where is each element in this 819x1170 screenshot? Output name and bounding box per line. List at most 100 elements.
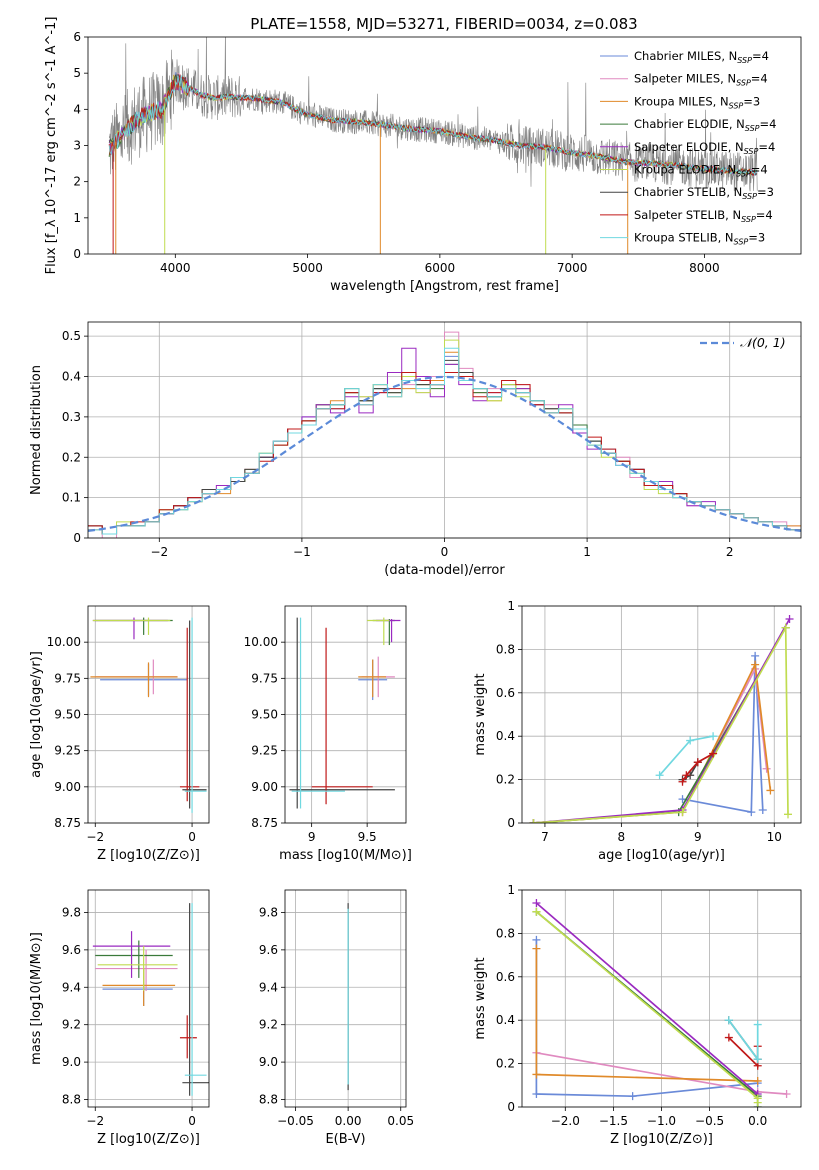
- axes-mass-vs-Z: −2 0 8.8 9.0 9.2 9.4 9.6 9.8 Z [log10(Z/Z⊙)] mass…: [29, 889, 210, 1147]
- legend-label-value: =3: [757, 185, 774, 199]
- plot-area: [90, 617, 207, 813]
- series-marker-ChabrierMILES: [532, 935, 541, 944]
- axes-frame: [284, 889, 407, 1108]
- y-tick-label: 6: [73, 30, 81, 44]
- series-marker-ChabrierMILES: [758, 805, 767, 814]
- y-tick-label: 0.6: [496, 686, 515, 700]
- legend-label-value: =4: [751, 72, 768, 86]
- y-tick-label: 10.00: [244, 635, 278, 649]
- series-marker-KroupaMILES: [753, 1076, 762, 1085]
- y-tick-label: 0.3: [62, 410, 81, 424]
- series-marker-KroupaMILES: [532, 1070, 541, 1079]
- series-marker-KroupaSTELIB: [686, 736, 695, 745]
- legend-label-text: Kroupa STELIB, N: [634, 231, 734, 245]
- y-axis-label: mass weight: [473, 957, 488, 1039]
- y-tick-label: 9.0: [62, 1055, 81, 1069]
- legend-label-text: Chabrier ELODIE, N: [634, 117, 745, 131]
- x-tick-label: 0.05: [387, 1114, 414, 1128]
- series-marker-KroupaELODIE: [781, 623, 790, 632]
- x-tick-label: −2: [150, 545, 168, 559]
- y-axis-label: Flux [f_λ 10^-17 erg cm^-2 s^-1 A^-1]: [44, 17, 59, 275]
- series-marker-KroupaELODIE: [753, 1098, 762, 1107]
- legend-label: Chabrier STELIB, NSSP=3: [634, 185, 774, 201]
- x-tick-label: −2.0: [551, 1114, 580, 1128]
- legend-label-text: Chabrier MILES, N: [634, 49, 737, 63]
- legend-label-text: Salpeter MILES, N: [634, 72, 736, 86]
- axes-spectrum: 4000 5000 6000 7000 8000 0 1 2 3 4 5 6 wavelength [A…: [44, 17, 802, 294]
- legend-label: Chabrier ELODIE, NSSP=4: [634, 117, 776, 133]
- series-marker-KroupaMILES: [751, 660, 760, 669]
- x-tick-label: −1: [293, 545, 311, 559]
- y-tick-label: 9.50: [54, 708, 81, 722]
- y-tick-label: 9.25: [251, 744, 278, 758]
- x-tick-label: 7000: [557, 261, 588, 275]
- series-marker-KroupaSTELIB: [709, 732, 718, 741]
- x-tick-label: 2: [726, 545, 734, 559]
- series-marker-SalpeterSTELIB: [682, 771, 691, 780]
- legend-label-sub: SSP: [742, 192, 757, 201]
- x-axis-label: Z [log10(Z/Z⊙)]: [97, 848, 200, 863]
- y-tick-label: 9.75: [251, 671, 278, 685]
- x-axis-label: wavelength [Angstrom, rest frame]: [330, 279, 559, 294]
- x-tick-label: 0.0: [748, 1114, 767, 1128]
- x-tick-label: 6000: [425, 261, 456, 275]
- y-tick-label: 8.8: [259, 1093, 278, 1107]
- y-tick-label: 0.8: [496, 926, 515, 940]
- legend-label-value: =3: [743, 94, 760, 108]
- y-tick-label: 5: [73, 66, 81, 80]
- series-marker-SalpeterELODIE: [532, 899, 541, 908]
- legend-label-value: =4: [758, 140, 775, 154]
- plot-area: [92, 903, 209, 1096]
- axes-age-vs-Z: −2 0 8.75 9.00 9.25 9.50 9.75 10.00 Z [log10(Z/Z…: [29, 605, 210, 863]
- figure-title: PLATE=1558, MJD=53271, FIBERID=0034, z=0…: [250, 15, 637, 33]
- axes-frame: [87, 605, 210, 824]
- series-marker-SalpeterSTELIB: [678, 777, 687, 786]
- axes-frame: [87, 36, 802, 255]
- x-tick-label: 8: [618, 830, 626, 844]
- legend-label-sub: SSP: [736, 79, 751, 88]
- y-tick-label: 9.8: [259, 905, 278, 919]
- x-tick-label: 0: [188, 830, 196, 844]
- x-tick-label: 10: [767, 830, 782, 844]
- series-marker-KroupaMILES: [766, 786, 775, 795]
- legend-label: Chabrier MILES, NSSP=4: [634, 49, 769, 65]
- legend-label: Salpeter ELODIE, NSSP=4: [634, 140, 775, 156]
- y-tick-label: 9.50: [251, 708, 278, 722]
- x-axis-label: (data-model)/error: [384, 563, 505, 578]
- series-line-SalpeterELODIE: [535, 902, 759, 1095]
- x-tick-label: 7: [541, 830, 549, 844]
- y-tick-label: 8.75: [54, 816, 81, 830]
- x-tick-label: 9: [308, 830, 316, 844]
- series-marker-SalpeterSTELIB: [709, 749, 718, 758]
- x-tick-label: 0: [441, 545, 449, 559]
- x-tick-label: 5000: [292, 261, 323, 275]
- y-tick-label: 9.75: [54, 671, 81, 685]
- x-tick-label: 9: [694, 830, 702, 844]
- series-marker-KroupaELODIE: [784, 810, 793, 819]
- series-marker-SalpeterSTELIB: [693, 758, 702, 767]
- legend-label-normal: 𝒩(0, 1): [740, 335, 786, 350]
- y-tick-label: 0.1: [62, 491, 81, 505]
- plot-area: [532, 899, 791, 1107]
- legend-label-sub: SSP: [737, 56, 752, 65]
- plot-area: [289, 617, 401, 809]
- legend-label-value: =3: [748, 231, 765, 245]
- x-axis-label: E(B-V): [325, 1132, 365, 1147]
- legend-label-value: =4: [752, 49, 769, 63]
- axes-mass-vs-EBV: −0.05 0.00 0.05 8.8 9.0 9.2 9.4 9.6 9.8 E(B-V): [259, 889, 414, 1147]
- legend-label: Kroupa ELODIE, NSSP=4: [634, 163, 768, 179]
- legend-label-text: Salpeter STELIB, N: [634, 208, 741, 222]
- plot-area: [88, 331, 801, 538]
- x-tick-label: −2: [86, 830, 104, 844]
- x-tick-label: 4000: [160, 261, 191, 275]
- series-marker-ChabrierMILES: [678, 795, 687, 804]
- y-tick-label: 0.2: [496, 1057, 515, 1071]
- y-tick-label: 9.4: [259, 980, 278, 994]
- legend-label-sub: SSP: [745, 124, 760, 133]
- series-marker-KroupaSTELIB: [753, 1055, 762, 1064]
- y-axis-label: age [log10(age/yr)]: [29, 651, 44, 778]
- axes-weight-vs-Z: −2.0 −1.5 −1.0 −0.5 0.0 0 0.2 0.4 0.6 0.8 1 Z [log1…: [473, 883, 802, 1147]
- y-tick-label: 8.8: [62, 1093, 81, 1107]
